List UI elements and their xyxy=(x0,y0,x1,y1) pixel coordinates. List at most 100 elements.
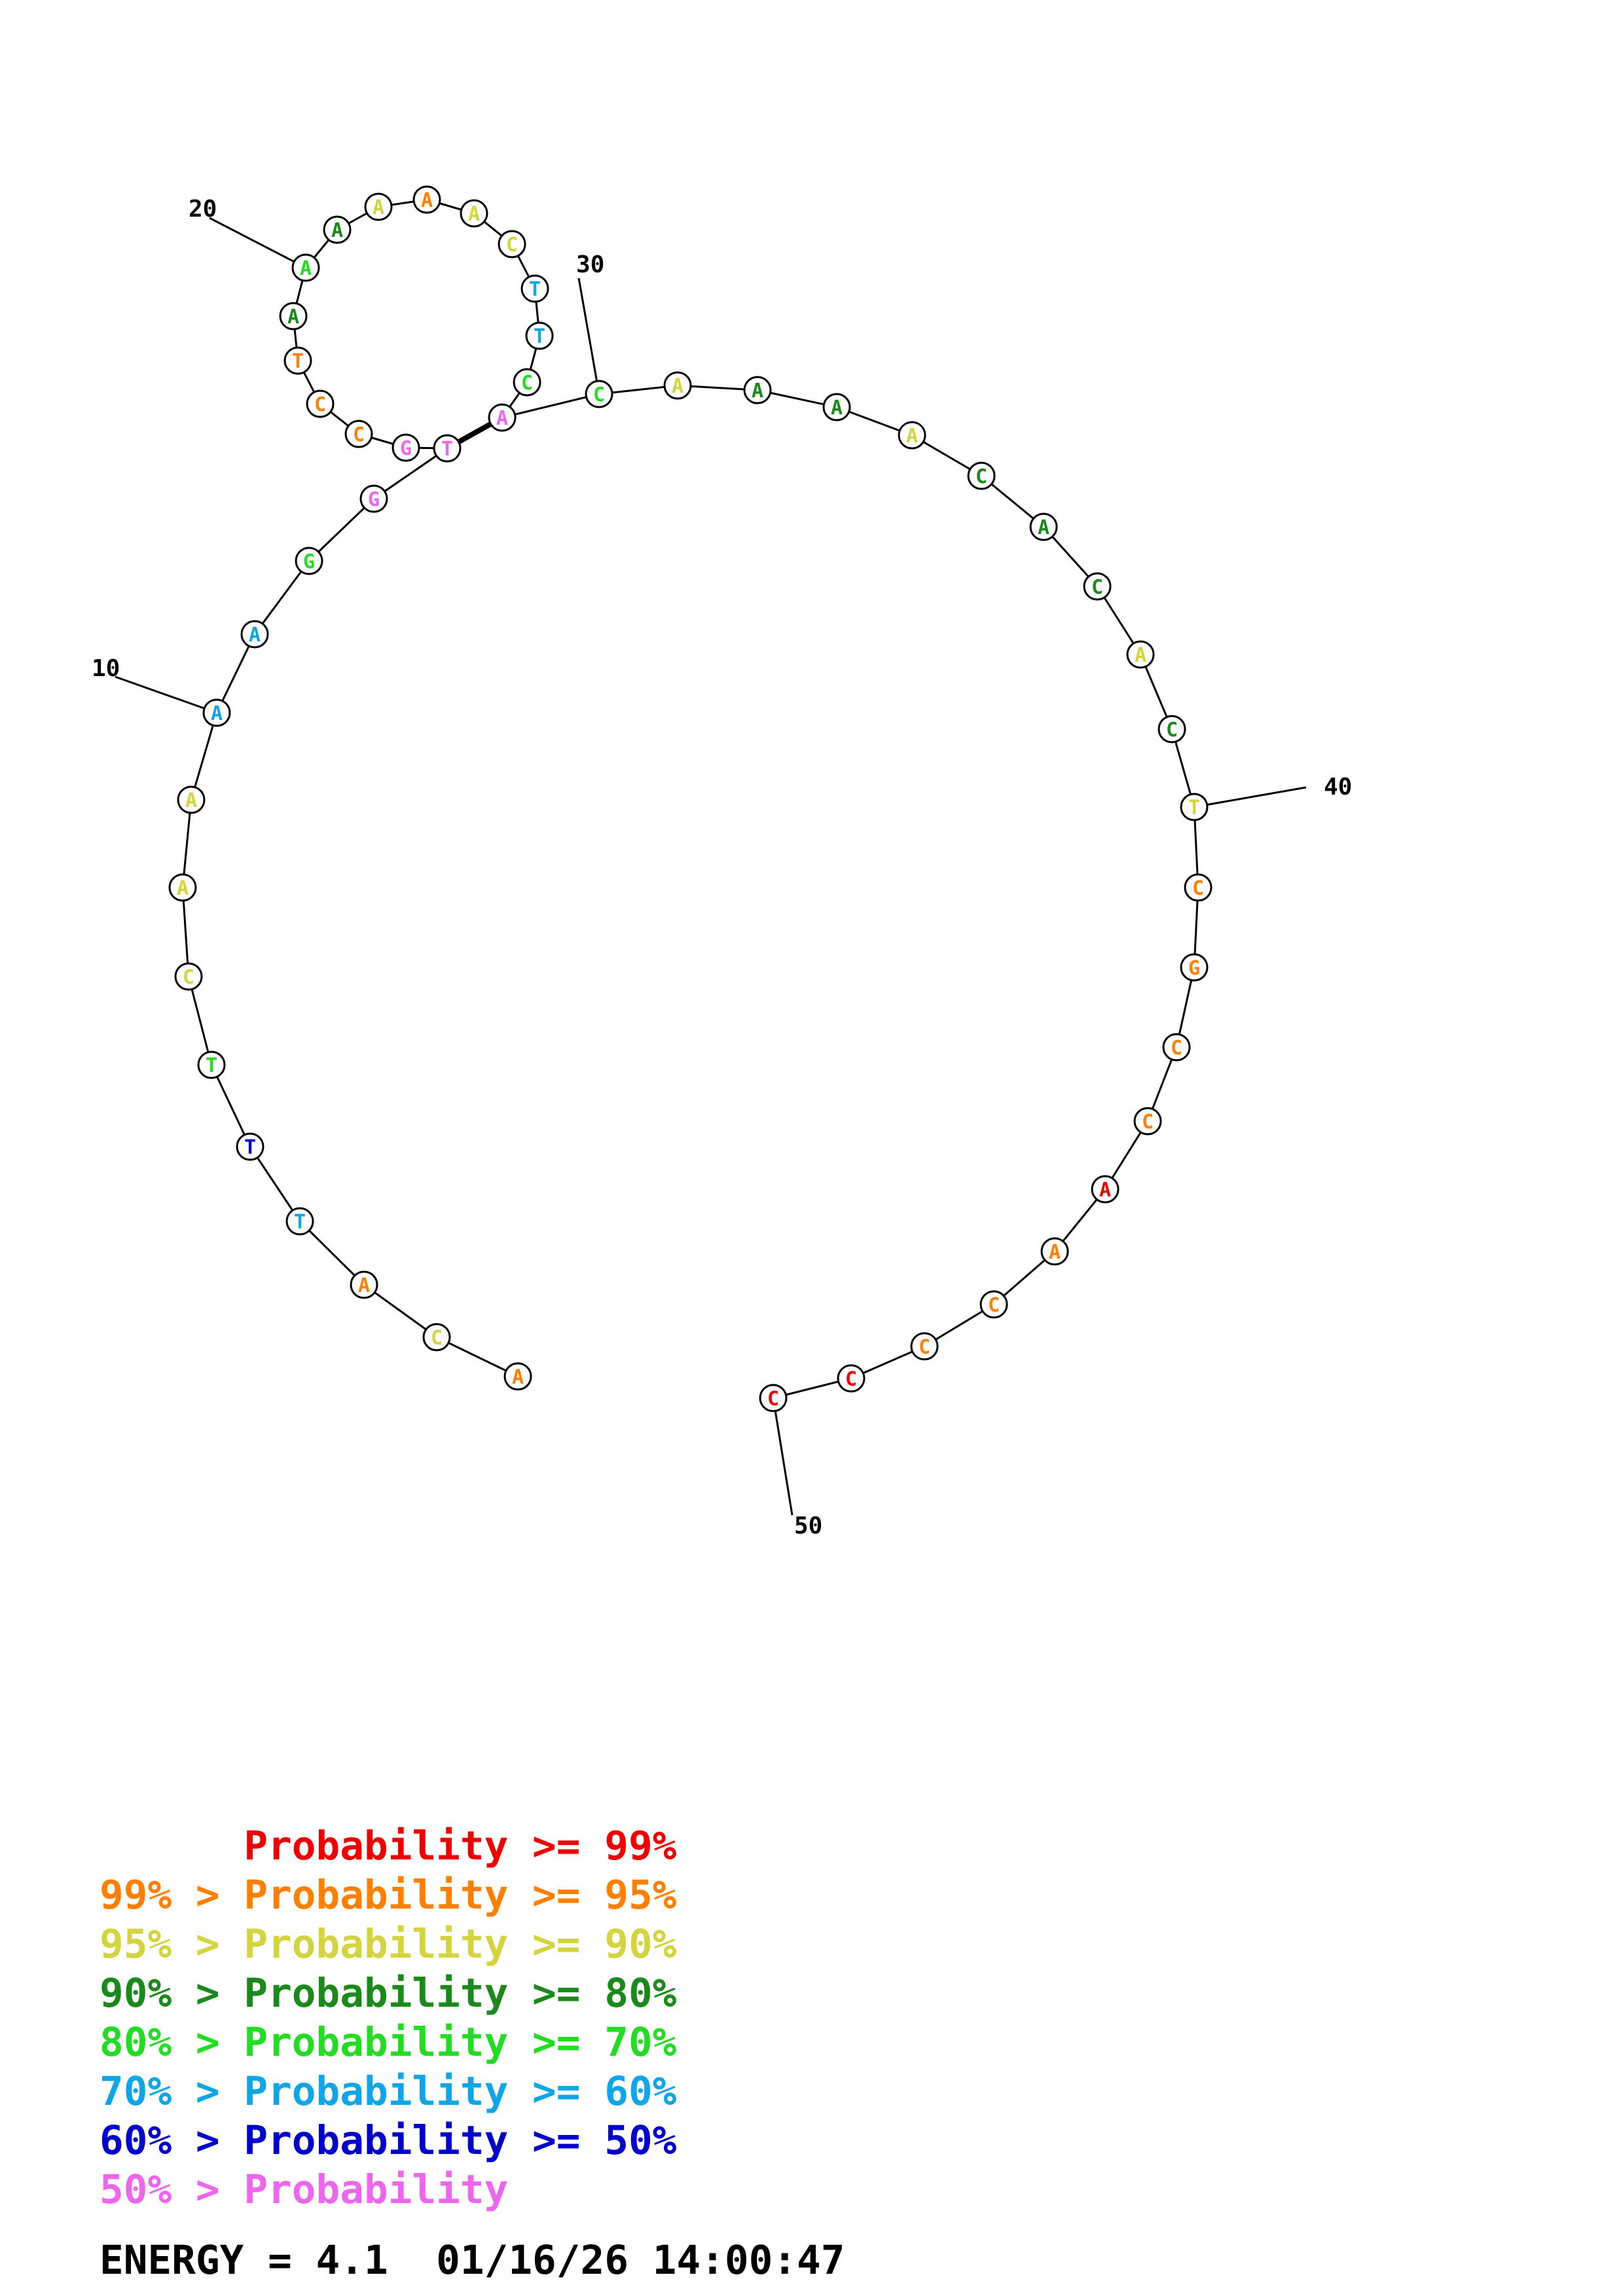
nucleotide-32: A xyxy=(743,376,772,404)
nucleotide-base: T xyxy=(244,1136,256,1159)
nucleotide-circle xyxy=(585,380,613,408)
nucleotide-circle xyxy=(1180,953,1209,982)
nucleotide-circle xyxy=(503,1362,532,1391)
nucleotide-circle xyxy=(743,376,772,404)
nucleotide-base: A xyxy=(1099,1179,1111,1202)
nucleotide-circle xyxy=(525,321,554,350)
backbone-segment xyxy=(308,497,375,562)
nucleotide-base: A xyxy=(672,375,684,398)
nucleotide-circle xyxy=(174,962,203,991)
nucleotide-base: A xyxy=(906,425,918,448)
nucleotide-28: C xyxy=(513,368,541,397)
nucleotide-46: A xyxy=(1040,1237,1069,1266)
position-ticks: 10 20 30 40 50 xyxy=(92,196,1352,1539)
nucleotide-base: C xyxy=(183,966,194,989)
nucleotide-base: A xyxy=(331,219,343,242)
nucleotide-circle xyxy=(364,192,393,221)
position-label: 30 xyxy=(576,251,604,278)
nucleotide-7: C xyxy=(174,962,203,991)
backbone-segment xyxy=(210,1064,251,1147)
position-tick-line xyxy=(209,217,306,269)
nucleotide-circle xyxy=(279,302,308,331)
nucleotide-circle xyxy=(359,484,388,513)
backbone-segment xyxy=(181,887,190,977)
nucleotide-38: A xyxy=(1126,640,1155,669)
nucleotide-circle xyxy=(197,1050,226,1079)
nucleotide-8: A xyxy=(168,873,197,902)
nucleotide-36: A xyxy=(1029,512,1058,541)
nucleotide-circle xyxy=(323,215,352,244)
nucleotide-base: G xyxy=(1188,957,1200,980)
nucleotide-base: T xyxy=(292,350,304,373)
nucleotide-1: A xyxy=(503,1362,532,1391)
backbone-segment xyxy=(181,799,192,888)
position-tick-line xyxy=(1194,786,1307,808)
nucleotide-base: A xyxy=(752,380,763,403)
nucleotide-base: A xyxy=(373,196,384,219)
nucleotide-40: T xyxy=(1180,793,1209,821)
backbone-segment xyxy=(253,560,310,635)
nucleotide-circle xyxy=(1083,572,1112,601)
position-tick-line xyxy=(577,278,600,395)
backbone-segment xyxy=(299,1220,365,1286)
nucleotide-circle xyxy=(1158,715,1186,744)
nucleotide-11: A xyxy=(240,620,269,649)
nucleotide-13: G xyxy=(359,484,388,513)
nucleotide-circle xyxy=(910,1332,939,1361)
nucleotide-circle xyxy=(1091,1175,1120,1204)
nucleotide-circle xyxy=(283,346,312,375)
nucleotide-37: C xyxy=(1083,572,1112,601)
nucleotide-circle xyxy=(822,393,851,422)
nucleotide-45: A xyxy=(1091,1175,1120,1204)
nucleotide-base: A xyxy=(468,203,480,226)
nucleotide-base: G xyxy=(303,550,315,573)
nucleotide-25: C xyxy=(498,230,526,259)
nucleotide-circle xyxy=(392,433,420,462)
position-tick-line xyxy=(115,675,217,714)
backbone-segment xyxy=(436,1336,519,1378)
nucleotide-circle xyxy=(979,1290,1008,1319)
nucleotide-circle xyxy=(168,873,197,902)
nucleotide-29: A xyxy=(488,403,517,432)
backbone-lines xyxy=(181,198,1199,1399)
nucleotide-47: C xyxy=(979,1290,1008,1319)
nucleotide-circle xyxy=(1162,1033,1191,1062)
nucleotide-43: C xyxy=(1162,1033,1191,1062)
nucleotide-39: C xyxy=(1158,715,1186,744)
nucleotide-22: A xyxy=(364,192,393,221)
nucleotide-9: A xyxy=(177,785,206,814)
backbone-segment xyxy=(501,393,600,419)
nucleotide-circle xyxy=(898,421,926,450)
nucleotide-circle xyxy=(202,698,231,727)
nucleotide-24: A xyxy=(460,199,488,228)
nucleotide-30: C xyxy=(585,380,613,408)
nucleotide-base: A xyxy=(496,407,508,430)
nucleotide-base: A xyxy=(300,257,312,280)
nucleotide-27: T xyxy=(525,321,554,350)
nucleotide-3: A xyxy=(350,1270,378,1299)
nucleotide-circle xyxy=(285,1207,314,1236)
nucleotide-12: G xyxy=(295,547,323,575)
nucleotide-base: T xyxy=(441,438,453,461)
nucleotide-base: T xyxy=(294,1211,306,1234)
position-label: 40 xyxy=(1324,774,1352,800)
nucleotide-33: A xyxy=(822,393,851,422)
nucleotide-18: T xyxy=(283,346,312,375)
nucleotide-5: T xyxy=(236,1132,264,1161)
position-tick-line xyxy=(772,1397,793,1516)
nucleotide-15: G xyxy=(392,433,420,462)
nucleotide-base: C xyxy=(1091,576,1103,599)
nucleotide-base: T xyxy=(534,325,545,348)
nucleotide-base: C xyxy=(1171,1037,1182,1060)
nucleotide-20: A xyxy=(291,253,320,282)
nucleotide-circle xyxy=(967,461,996,490)
nucleotide-base: C xyxy=(1192,877,1204,900)
nucleotide-circle xyxy=(498,230,526,259)
nucleotide-50: C xyxy=(759,1384,788,1412)
nucleotide-base: A xyxy=(1038,516,1049,539)
nucleotide-26: T xyxy=(520,274,549,303)
nucleotide-base: A xyxy=(358,1274,370,1297)
nucleotide-circle xyxy=(1184,873,1213,902)
nucleotide-base: A xyxy=(211,702,223,725)
